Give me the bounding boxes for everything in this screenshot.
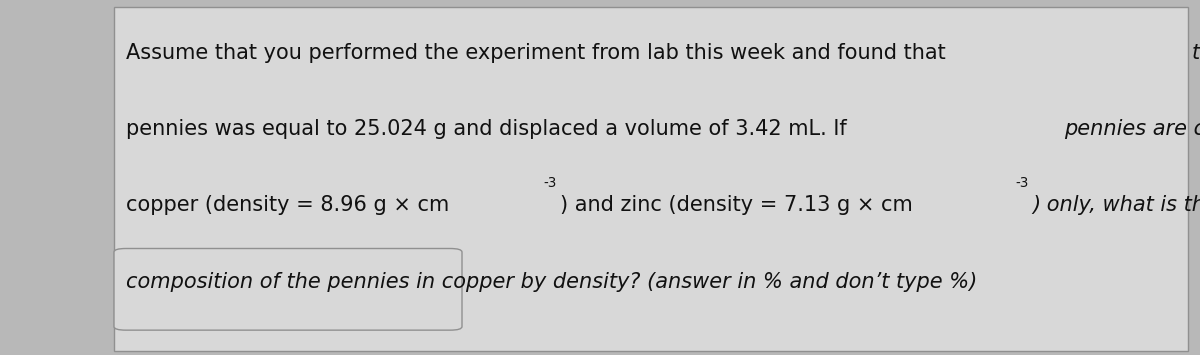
FancyBboxPatch shape	[114, 7, 1188, 351]
Text: -3: -3	[1015, 176, 1028, 190]
Text: -3: -3	[544, 176, 557, 190]
Text: pennies are composed of: pennies are composed of	[1064, 119, 1200, 139]
Text: the mass of 10: the mass of 10	[1193, 43, 1200, 62]
Text: pennies was equal to 25.024 g and displaced a volume of 3.42 mL. If: pennies was equal to 25.024 g and displa…	[126, 119, 853, 139]
Text: composition of the pennies in copper by density? (answer in % and don’t type %): composition of the pennies in copper by …	[126, 272, 977, 291]
FancyBboxPatch shape	[114, 248, 462, 330]
Text: copper (density = 8.96 g × cm: copper (density = 8.96 g × cm	[126, 195, 449, 215]
Text: Assume that you performed the experiment from lab this week and found that: Assume that you performed the experiment…	[126, 43, 953, 62]
Text: ) and zinc (density = 7.13 g × cm: ) and zinc (density = 7.13 g × cm	[560, 195, 913, 215]
Text: ) only, what is the percent: ) only, what is the percent	[1033, 195, 1200, 215]
